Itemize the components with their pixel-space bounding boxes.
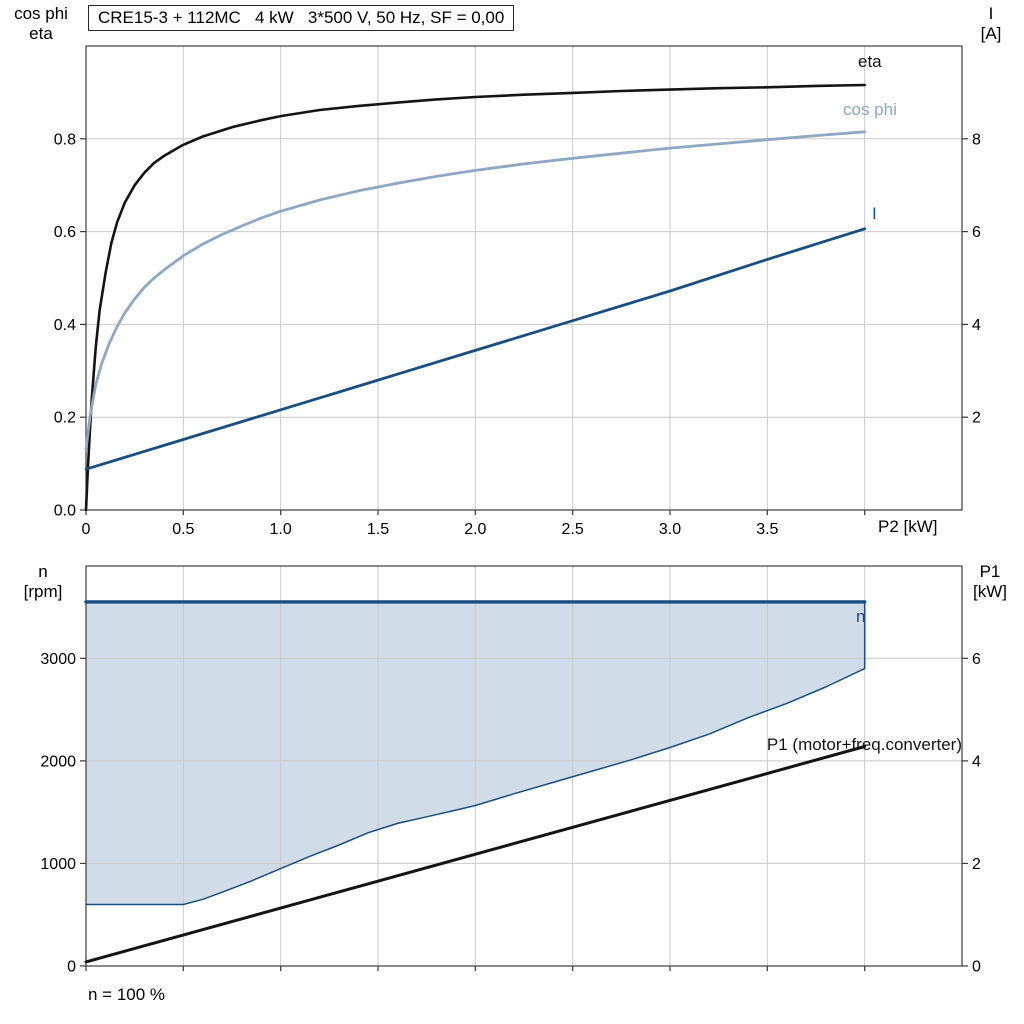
speed-footnote: n = 100 % bbox=[88, 985, 166, 1004]
right-tick-label: 8 bbox=[972, 131, 981, 148]
x-tick-label: 1.0 bbox=[270, 521, 292, 538]
right-axis-title-bottom-chart: P1 [kW] bbox=[960, 562, 1020, 602]
series-cos-phi bbox=[84, 130, 867, 452]
cos-phi-curve-label: cos phi bbox=[843, 100, 897, 119]
right-tick-label: 4 bbox=[972, 753, 981, 770]
series-i bbox=[84, 227, 867, 471]
right-tick-label: 6 bbox=[972, 224, 981, 241]
left-tick-label: 0.6 bbox=[54, 224, 76, 241]
left-tick-label: 0 bbox=[67, 959, 76, 976]
speed-range-boundary bbox=[86, 601, 866, 906]
x-tick-label: 1.5 bbox=[367, 521, 389, 538]
x-tick-label: 3.0 bbox=[659, 521, 681, 538]
x-tick-label: 2.5 bbox=[562, 521, 584, 538]
x-tick-label: 3.5 bbox=[756, 521, 778, 538]
right-axis-title-line1: P1 bbox=[979, 562, 1001, 581]
left-tick-label: 0.8 bbox=[54, 131, 76, 148]
left-tick-label: 0.4 bbox=[54, 317, 76, 334]
right-tick-label: 6 bbox=[972, 651, 981, 668]
series-eta bbox=[84, 83, 866, 512]
x-tick-label: 0 bbox=[82, 521, 91, 538]
x-axis-title: P2 [kW] bbox=[878, 517, 938, 536]
motor-performance-chart: 0.0 0.2 0.4 0.6 0.8 2 4 6 8 0 0.5 1.0 1.5 2.0 2.5 3.0 3.… bbox=[54, 45, 981, 538]
left-axis-title-line1: cos phi bbox=[14, 4, 68, 23]
right-tick-label: 2 bbox=[972, 410, 981, 427]
right-axis-title-top-chart: I [A] bbox=[962, 4, 1020, 44]
speed-curve-label: n bbox=[856, 607, 866, 626]
p1-curve-label: P1 (motor+freq.converter) bbox=[766, 735, 962, 754]
plot-frame bbox=[85, 565, 963, 967]
right-tick-label: 2 bbox=[972, 856, 981, 873]
left-tick-label: 0.0 bbox=[54, 503, 76, 520]
left-axis-title-line1: n bbox=[38, 562, 48, 581]
x-tick-label: 0.5 bbox=[172, 521, 194, 538]
left-tick-label: 2000 bbox=[40, 753, 76, 770]
right-axis-title-line2: [A] bbox=[980, 24, 1002, 43]
left-axis-title-line2: [rpm] bbox=[23, 582, 63, 601]
left-axis-title-top-chart: cos phi eta bbox=[2, 4, 80, 44]
series-p1-motor-freq-converter bbox=[84, 745, 867, 964]
speed-range-chart: 0 1000 2000 3000 0 2 4 6 bbox=[40, 565, 981, 976]
right-axis-title-line2: [kW] bbox=[973, 582, 1007, 601]
current-curve-label: I bbox=[872, 204, 877, 223]
left-tick-label: 0.2 bbox=[54, 410, 76, 427]
right-tick-label: 4 bbox=[972, 317, 981, 334]
x-tick-label: 2.0 bbox=[464, 521, 486, 538]
chart-title: CRE15-3 + 112MC 4 kW 3*500 V, 50 Hz, SF … bbox=[88, 5, 515, 31]
plot-frame bbox=[85, 45, 963, 511]
left-tick-label: 3000 bbox=[40, 651, 76, 668]
left-axis-title-bottom-chart: n [rpm] bbox=[8, 562, 78, 602]
right-axis-title-line1: I bbox=[988, 4, 994, 23]
eta-curve-label: eta bbox=[858, 52, 882, 71]
left-axis-title-line2: eta bbox=[29, 24, 53, 43]
left-tick-label: 1000 bbox=[40, 856, 76, 873]
right-tick-label: 0 bbox=[972, 959, 981, 976]
